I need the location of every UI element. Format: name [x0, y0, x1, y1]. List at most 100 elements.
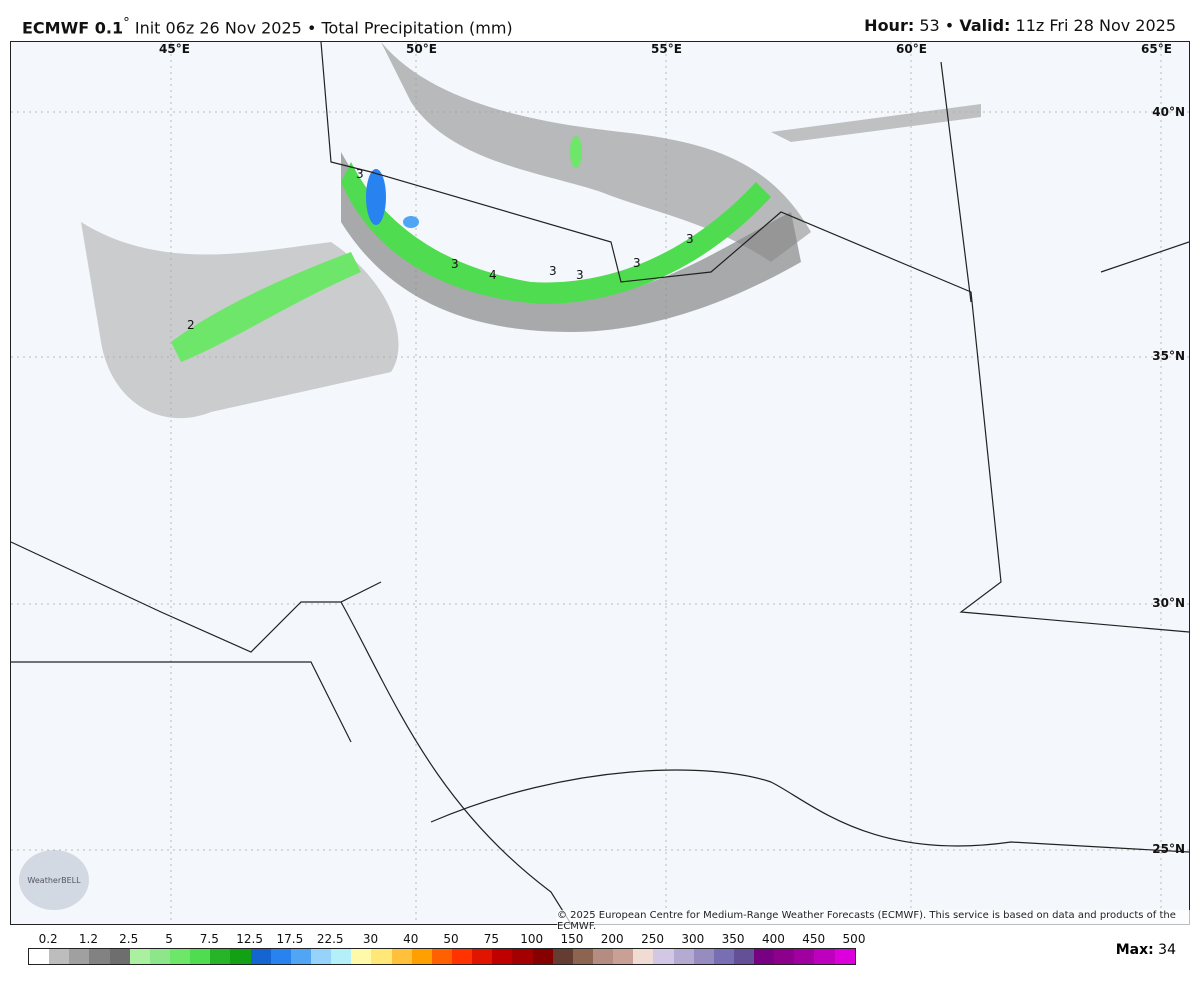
legend-tick: 400: [761, 932, 785, 946]
forecast-hour: 53: [919, 16, 940, 35]
separator: •: [944, 16, 955, 35]
legend-swatch: [210, 949, 231, 964]
legend-swatch: [713, 949, 734, 964]
legend-swatch: [331, 949, 352, 964]
legend-swatch: [794, 949, 815, 964]
contour-label: 3: [576, 268, 584, 282]
legend-tick: 2.5: [119, 932, 139, 946]
lat-label: 25°N: [1152, 842, 1185, 856]
lon-label: 45°E: [159, 42, 190, 56]
legend-swatch: [29, 949, 50, 964]
legend-swatch: [532, 949, 553, 964]
legend-tick: 200: [600, 932, 624, 946]
contour-label: 3: [549, 264, 557, 278]
legend-swatch: [673, 949, 694, 964]
legend-tick: 300: [681, 932, 705, 946]
legend-swatch: [653, 949, 674, 964]
legend-swatch: [49, 949, 70, 964]
map-canvas: [11, 42, 1189, 924]
contour-label: 3: [633, 256, 641, 270]
legend-tick: 22.5: [316, 932, 344, 946]
legend-tick: 50: [443, 932, 459, 946]
legend-tick: 17.5: [276, 932, 304, 946]
field-name: Total Precipitation (mm): [321, 18, 513, 38]
legend-swatch: [169, 949, 191, 964]
lon-label: 55°E: [651, 42, 682, 56]
lat-label: 30°N: [1152, 596, 1185, 610]
legend-swatch: [391, 949, 412, 964]
legend-swatch: [774, 949, 795, 964]
legend-tick: 30: [362, 932, 379, 946]
legend-tick: 75: [483, 932, 499, 946]
legend-swatch: [411, 949, 432, 964]
legend-swatch: [290, 949, 311, 964]
legend-swatch: [592, 949, 614, 964]
lon-label: 65°E: [1141, 42, 1172, 56]
lat-label: 35°N: [1152, 349, 1185, 363]
lon-label: 60°E: [896, 42, 927, 56]
legend-tick: 450: [802, 932, 826, 946]
legend-bar: [28, 948, 856, 965]
precipitation-map[interactable]: 45°E 50°E 55°E 60°E 65°E 40°N 35°N 30°N …: [10, 41, 1190, 925]
color-legend: 0.2 1.2 2.5 5 7.5 12.5 17.5 22.5 30 40 50 75 100 150 2…: [28, 932, 866, 965]
legend-tick: 5: [165, 932, 173, 946]
legend-swatch: [109, 949, 130, 964]
legend-swatch: [451, 949, 473, 964]
legend-swatch: [351, 949, 372, 964]
legend-swatch: [834, 949, 855, 964]
valid-label: Valid:: [959, 16, 1011, 35]
legend-swatch: [754, 949, 775, 964]
max-value: Max: 34: [1116, 942, 1176, 958]
separator: •: [306, 18, 317, 38]
legend-swatch: [472, 949, 493, 964]
legend-swatch: [190, 949, 211, 964]
contour-label: 3: [686, 232, 694, 246]
contour-label: 2: [187, 318, 195, 332]
contour-label: 4: [489, 268, 497, 282]
legend-swatch: [814, 949, 835, 964]
lat-label: 40°N: [1152, 105, 1185, 119]
model-name: ECMWF 0.1: [22, 18, 124, 38]
legend-tick: 1.2: [78, 932, 98, 946]
max-number: 34: [1158, 942, 1176, 958]
legend-swatch: [270, 949, 291, 964]
borders: [11, 42, 1189, 924]
legend-swatch: [371, 949, 392, 964]
map-title: ECMWF 0.1° Init 06z 26 Nov 2025 • Total …: [22, 16, 513, 37]
legend-swatch: [129, 949, 150, 964]
legend-swatch: [633, 949, 654, 964]
contour-label: 3: [451, 257, 459, 271]
legend-tick: 150: [560, 932, 584, 946]
legend-tick: 40: [403, 932, 419, 946]
precip-green: [171, 136, 771, 362]
legend-swatch: [572, 949, 593, 964]
legend-tick: 7.5: [199, 932, 219, 946]
legend-swatch: [431, 949, 452, 964]
lon-label: 50°E: [406, 42, 437, 56]
precip-gray: [81, 42, 981, 419]
contour-label: 3: [356, 167, 364, 181]
weatherbell-logo: WeatherBELL: [19, 850, 89, 910]
legend-tick: 12.5: [236, 932, 263, 946]
legend-swatch: [230, 949, 251, 964]
legend-tick: 250: [641, 932, 664, 946]
legend-tick: 100: [520, 932, 544, 946]
legend-ticks: 0.2 1.2 2.5 5 7.5 12.5 17.5 22.5 30 40 50 75 100 150 2…: [28, 932, 866, 948]
legend-swatch: [149, 949, 170, 964]
legend-swatch: [512, 949, 533, 964]
degree: °: [123, 16, 130, 31]
max-label: Max:: [1115, 942, 1154, 958]
legend-swatch: [733, 949, 755, 964]
legend-tick: 350: [721, 932, 745, 946]
legend-swatch: [492, 949, 513, 964]
legend-swatch: [250, 949, 271, 964]
legend-swatch: [552, 949, 573, 964]
init-time: Init 06z 26 Nov 2025: [134, 18, 302, 38]
valid-info: Hour: 53 • Valid: 11z Fri 28 Nov 2025: [864, 16, 1176, 35]
valid-time: 11z Fri 28 Nov 2025: [1015, 16, 1176, 35]
legend-tick: 500: [842, 932, 866, 946]
graticule: [11, 42, 1189, 924]
legend-swatch: [613, 949, 634, 964]
hour-label: Hour:: [864, 16, 915, 35]
legend-swatch: [310, 949, 332, 964]
